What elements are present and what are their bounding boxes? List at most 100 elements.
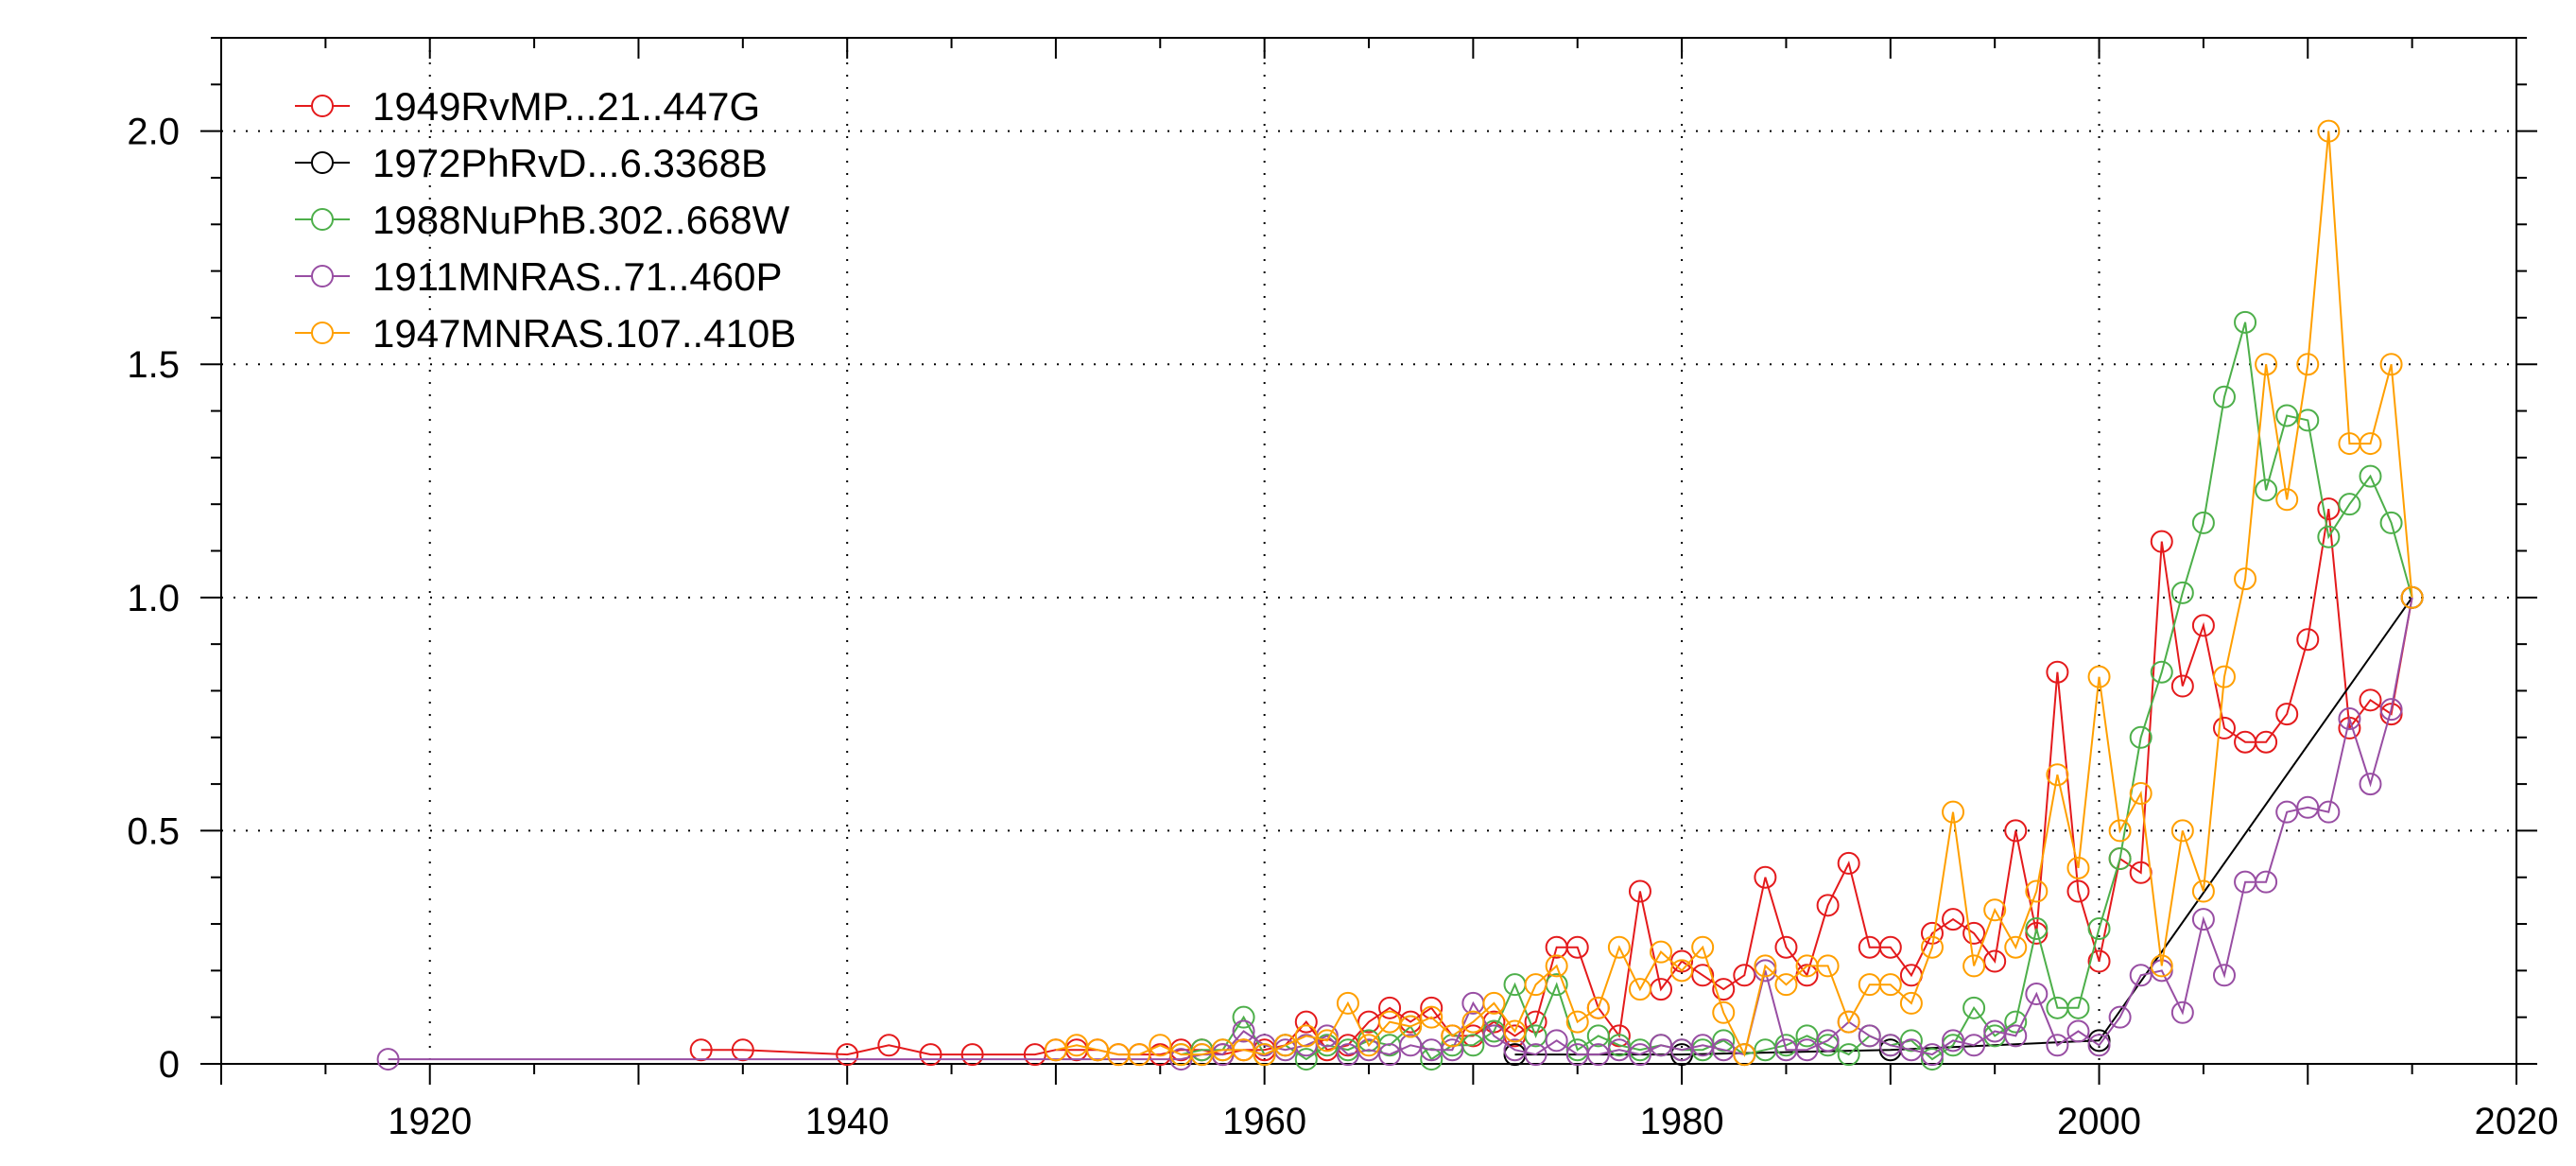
data-point (2296, 795, 2320, 819)
data-point (2317, 525, 2341, 548)
data-point (2338, 707, 2361, 731)
data-point (1983, 949, 2007, 973)
data-point (2170, 1001, 2194, 1024)
data-point (1899, 991, 1923, 1015)
legend-entry: 1972PhRvD...6.3368B (295, 141, 768, 185)
data-point (2212, 385, 2236, 409)
data-point (1503, 973, 1527, 997)
data-point (1294, 1048, 1318, 1071)
data-point (1920, 935, 1944, 959)
data-point (1232, 1038, 1255, 1062)
data-point (1837, 1010, 1860, 1034)
data-point (2170, 674, 2194, 698)
data-point (2234, 870, 2257, 894)
legend-marker (311, 208, 334, 231)
legend-label: 1911MNRAS..71..460P (372, 254, 782, 299)
data-point (2129, 725, 2152, 749)
data-point (1962, 921, 1986, 945)
data-point (689, 1038, 713, 1062)
data-point (1565, 1038, 1589, 1062)
data-point (1086, 1038, 1110, 1062)
data-point (2004, 935, 2028, 959)
data-point (376, 1048, 400, 1071)
y-tick-label: 1.0 (127, 578, 180, 619)
data-point (960, 1043, 984, 1067)
data-point (1169, 1048, 1193, 1071)
data-point (2150, 954, 2173, 978)
data-point (1650, 1034, 1673, 1057)
data-point (2338, 493, 2361, 516)
legend-marker (311, 322, 334, 344)
data-point (1962, 954, 1986, 978)
data-point (1816, 894, 1840, 917)
data-point (1691, 935, 1715, 959)
legend-label: 1947MNRAS.107..410B (372, 311, 796, 356)
data-point (1503, 1038, 1527, 1062)
data-point (1942, 800, 1965, 824)
data-point (2150, 660, 2173, 684)
data-point (2066, 1019, 2090, 1043)
data-point (1565, 1010, 1589, 1034)
legend-entry: 1949RvMP...21..447G (295, 84, 760, 129)
series-4 (1044, 119, 2424, 1067)
axes: 1920 1940 1960 1980 2000 2020 0 0.5 1.0 1.5 2.0 (127, 37, 2559, 1142)
data-point (1399, 1034, 1423, 1057)
data-point (1691, 1034, 1715, 1057)
data-point (2255, 479, 2278, 502)
data-point (1628, 879, 1651, 903)
data-point (2296, 353, 2320, 376)
data-point (1149, 1034, 1172, 1057)
data-point (2296, 409, 2320, 432)
data-point (2004, 1024, 2028, 1048)
data-point (1754, 865, 1777, 889)
data-point (1273, 1034, 1297, 1057)
data-point (2066, 856, 2090, 879)
grid (221, 38, 2516, 1064)
data-point (1607, 1038, 1631, 1062)
data-point (2087, 1029, 2111, 1053)
x-tick-label: 1980 (1640, 1101, 1724, 1142)
data-point (2255, 730, 2278, 754)
data-point (1586, 996, 1610, 1019)
data-point (2359, 432, 2382, 456)
data-point (2046, 1034, 2069, 1057)
data-point (1962, 1034, 1986, 1057)
data-point (2359, 773, 2382, 796)
data-point (1858, 935, 1881, 959)
data-point (2046, 996, 2069, 1019)
data-point (1858, 1024, 1881, 1048)
data-point (2108, 819, 2132, 843)
legend-marker (311, 95, 334, 117)
data-point (2275, 404, 2299, 427)
data-point (1044, 1038, 1067, 1062)
data-point (2359, 688, 2382, 712)
data-point (2046, 660, 2069, 684)
legend-label: 1972PhRvD...6.3368B (372, 141, 768, 185)
data-point (1023, 1043, 1046, 1067)
data-point (1524, 1043, 1547, 1067)
data-point (1294, 1024, 1318, 1048)
data-point (1357, 1029, 1380, 1053)
data-point (1712, 1038, 1736, 1062)
y-tick-label: 2.0 (127, 112, 180, 153)
data-point (2275, 800, 2299, 824)
data-point (2255, 870, 2278, 894)
data-point (1232, 1019, 1255, 1043)
data-point (2191, 614, 2215, 637)
data-point (1169, 1043, 1193, 1067)
data-point (836, 1043, 859, 1067)
x-tick-label: 2020 (2475, 1101, 2559, 1142)
data-point (2108, 1005, 2132, 1029)
data-point (1482, 991, 1506, 1015)
data-point (2191, 879, 2215, 903)
data-point (1878, 935, 1902, 959)
data-point (1774, 973, 1798, 997)
legend-marker (311, 151, 334, 174)
data-point (1754, 954, 1777, 978)
data-point (2025, 916, 2049, 940)
data-point (1878, 1034, 1902, 1057)
data-point (2212, 964, 2236, 987)
data-point (2212, 716, 2236, 740)
data-point (1357, 1038, 1380, 1062)
data-point (1128, 1043, 1151, 1067)
